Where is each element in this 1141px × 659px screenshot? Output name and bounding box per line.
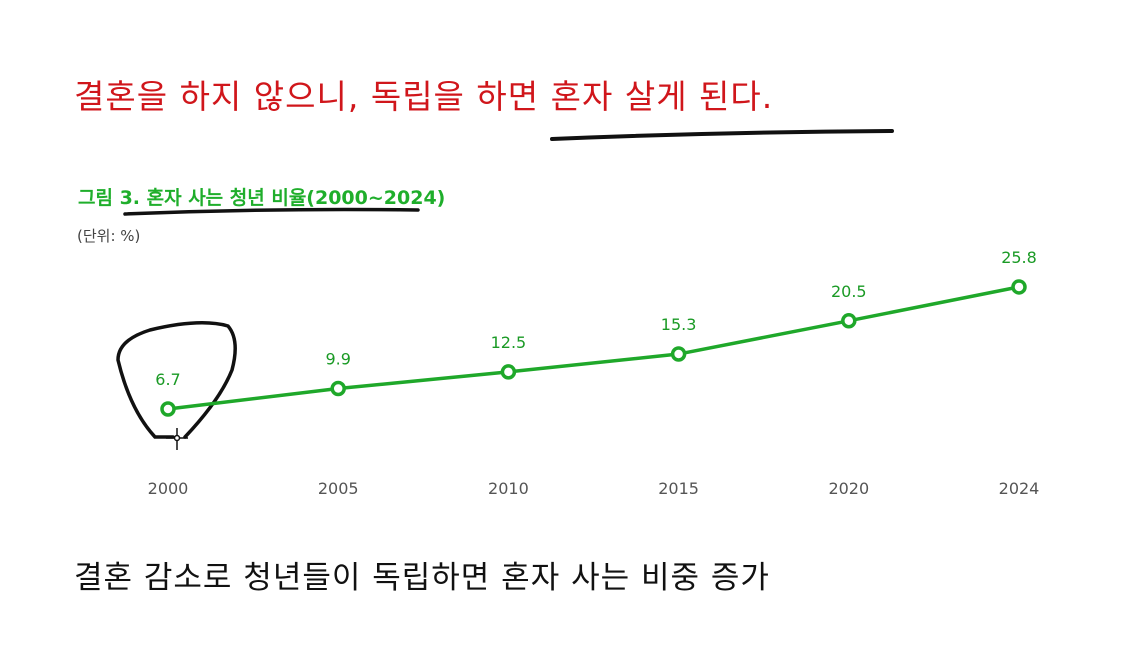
annotation-circle	[116, 321, 237, 439]
annotation-underline-headline	[550, 129, 894, 141]
data-label: 15.3	[661, 315, 697, 334]
x-tick-label: 2020	[828, 479, 869, 498]
data-point	[330, 380, 346, 397]
crosshair-cursor-icon	[166, 428, 188, 450]
annotation-underline-title	[123, 207, 420, 216]
data-label: 12.5	[491, 333, 527, 352]
data-label: 20.5	[831, 282, 867, 301]
x-tick-label: 2000	[148, 479, 189, 498]
data-label: 9.9	[325, 350, 350, 369]
pen-annotations	[116, 129, 894, 450]
x-tick-label: 2005	[318, 479, 359, 498]
unit-label: (단위: %)	[77, 227, 141, 245]
data-point	[670, 346, 687, 362]
series-line	[167, 285, 1020, 411]
chart-title: 그림 3. 혼자 사는 청년 비율(2000~2024)	[78, 187, 446, 209]
data-label: 25.8	[1001, 248, 1037, 267]
data-point	[160, 401, 176, 417]
x-tick-label: 2024	[999, 479, 1040, 498]
data-label: 6.7	[155, 370, 180, 389]
data-point	[1011, 279, 1027, 295]
slide-headline: 결혼을 하지 않으니, 독립을 하면 혼자 살게 된다.	[74, 77, 774, 116]
data-point	[841, 313, 857, 329]
data-point	[500, 364, 517, 380]
x-tick-label: 2015	[658, 479, 699, 498]
x-tick-label: 2010	[488, 479, 529, 498]
slide-caption: 결혼 감소로 청년들이 독립하면 혼자 사는 비중 증가	[74, 560, 770, 596]
